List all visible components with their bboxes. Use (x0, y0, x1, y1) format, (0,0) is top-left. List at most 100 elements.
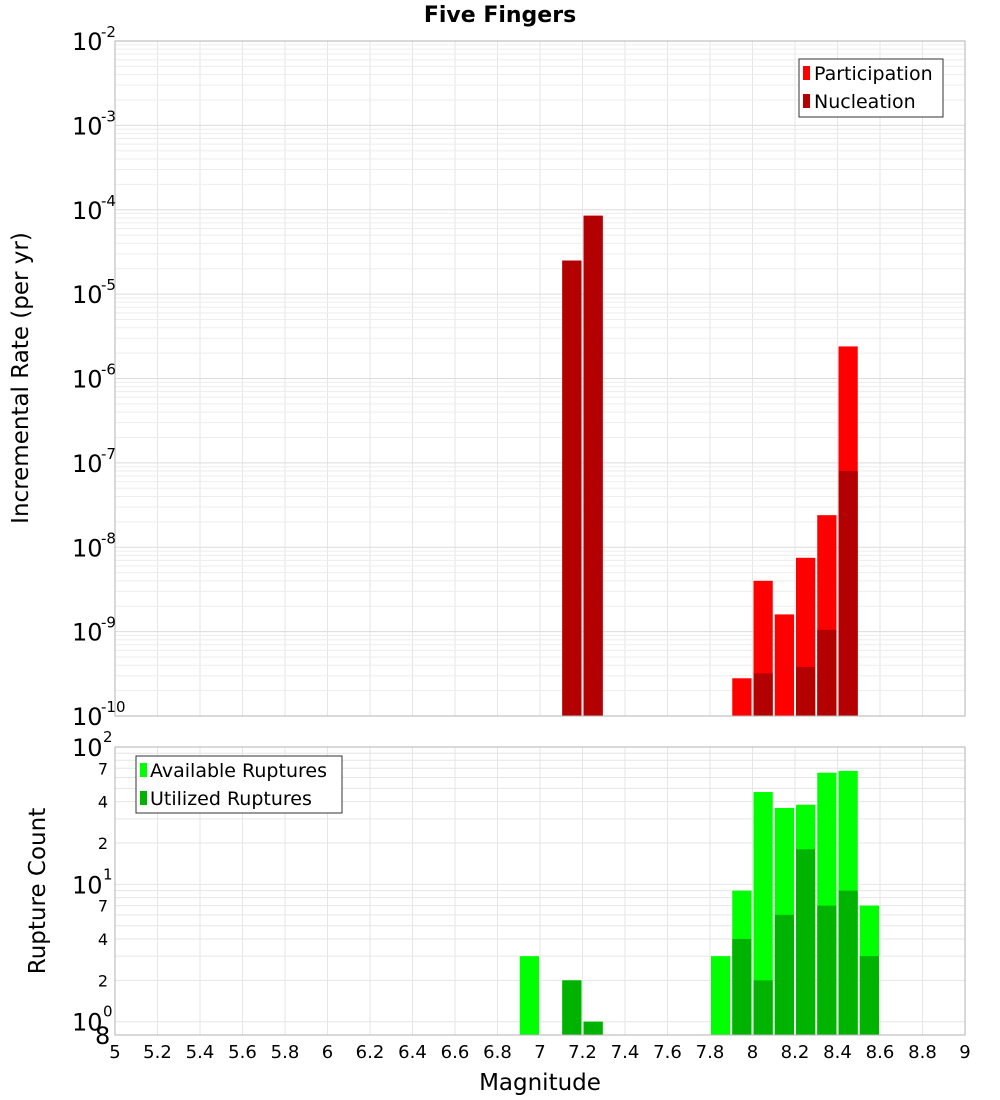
magnitude-x-tick-label: 8.8 (908, 1042, 937, 1063)
count-y-minor-tick-label: 4 (98, 793, 108, 812)
participation-bar (774, 614, 794, 716)
magnitude-x-tick-label: 5.4 (186, 1042, 215, 1063)
magnitude-x-tick-label: 9 (959, 1042, 970, 1063)
count-y-axis-label: Rupture Count (25, 808, 51, 974)
utilized-ruptures-bar (796, 849, 816, 1035)
rate-y-tick-base: 10 (72, 450, 103, 478)
rate-y-axis-label: Incremental Rate (per yr) (8, 232, 34, 524)
utilized-ruptures-legend-label: Utilized Ruptures (150, 788, 312, 810)
rate-y-tick-base: 10 (72, 112, 103, 140)
rate-y-tick-label: 10-9 (72, 614, 116, 647)
rate-y-tick-exponent: -7 (101, 445, 116, 463)
rate-y-tick-base: 10 (72, 28, 103, 56)
available-ruptures-bar (753, 792, 773, 1035)
rate-y-tick-label: 10-10 (72, 698, 126, 731)
rate-bars (562, 215, 858, 717)
magnitude-x-tick-label: 7.8 (696, 1042, 725, 1063)
rate-y-tick-base: 10 (72, 619, 103, 647)
count-y-tick-label: 10 0 (72, 1003, 113, 1037)
rate-y-tick-exponent: -10 (101, 698, 126, 716)
magnitude-x-tick-label: 7.6 (653, 1042, 682, 1063)
count-y-minor-tick-label: 2 (98, 971, 108, 990)
rate-y-tick-base: 10 (72, 197, 103, 225)
count-y-tick-base: 10 (72, 871, 103, 899)
nucleation-legend-swatch (803, 94, 810, 108)
rate-y-tick-exponent: -9 (101, 614, 116, 632)
utilized-ruptures-bar (859, 956, 879, 1035)
rate-y-tick-exponent: -6 (101, 361, 116, 379)
rate-y-tick-exponent: -4 (101, 192, 116, 210)
rate-plot-border (114, 40, 966, 717)
rate-y-tick-base: 10 (72, 703, 103, 731)
utilized-ruptures-bar (732, 939, 752, 1035)
count-y-tick-base: 10 (72, 734, 103, 762)
magnitude-x-tick-label: 8.6 (866, 1042, 895, 1063)
magnitude-x-tick-label: 6.2 (356, 1042, 385, 1063)
magnitude-x-tick-label: 6.8 (483, 1042, 512, 1063)
rate-y-tick-exponent: -8 (101, 529, 116, 547)
rate-gridlines (114, 41, 966, 717)
nucleation-bar (562, 260, 582, 716)
count-y-tick-exponent: 2 (103, 728, 113, 746)
rate-y-tick-label: 10-5 (72, 276, 116, 309)
magnitude-x-tick-label: 5.6 (228, 1042, 257, 1063)
available-ruptures-bar (711, 956, 731, 1035)
count-bars (519, 770, 879, 1035)
rate-legend-box (798, 58, 944, 118)
count-y-tick-base: 10 (72, 1009, 103, 1037)
utilized-ruptures-legend-swatch (140, 791, 147, 805)
magnitude-x-tick-label: 5.8 (271, 1042, 300, 1063)
rate-y-tick-label: 10-7 (72, 445, 116, 478)
rate-y-tick-base: 10 (72, 366, 103, 394)
utilized-ruptures-bar (838, 890, 858, 1035)
magnitude-x-tick-label: 6 (322, 1042, 333, 1063)
rate-y-tick-label: 10-2 (72, 23, 116, 56)
magnitude-x-tick-label: 8 (747, 1042, 758, 1063)
utilized-ruptures-bar (562, 980, 582, 1035)
participation-bar (732, 678, 752, 716)
count-legend-box (135, 755, 343, 814)
magnitude-x-tick-label: 5.2 (143, 1042, 172, 1063)
rate-y-tick-label: 10-4 (72, 192, 116, 225)
count-y-minor-tick-label: 2 (98, 834, 108, 853)
rate-y-tick-exponent: -2 (101, 23, 116, 41)
utilized-ruptures-bar (774, 914, 794, 1035)
nucleation-bar (753, 673, 773, 716)
nucleation-legend-label: Nucleation (814, 91, 916, 113)
utilized-ruptures-bar (583, 1021, 603, 1035)
magnitude-x-tick-label: 8.2 (781, 1042, 810, 1063)
rate-panel: 10-1010-910-810-710-610-510-410-310-2Par… (72, 23, 966, 731)
count-y-minor-tick-label: 7 (98, 897, 108, 916)
utilized-ruptures-bar (817, 905, 837, 1035)
magnitude-x-tick-label: 8.4 (823, 1042, 852, 1063)
rate-y-tick-base: 10 (72, 281, 103, 309)
available-ruptures-legend-label: Available Ruptures (150, 760, 327, 782)
nucleation-bar (796, 667, 816, 716)
magnitude-x-axis-label: Magnitude (479, 1070, 601, 1096)
count-legend: Available Ruptures Utilized Ruptures (135, 755, 343, 814)
nucleation-bar (817, 629, 837, 716)
rate-y-tick-label: 10-3 (72, 107, 116, 140)
available-ruptures-legend-swatch (140, 763, 147, 777)
participation-legend-label: Participation (814, 63, 933, 85)
magnitude-x-tick-label: 7.4 (611, 1042, 640, 1063)
magnitude-x-tick-label: 7 (534, 1042, 545, 1063)
rate-y-tick-label: 10-8 (72, 529, 116, 562)
rate-y-tick-exponent: -5 (101, 276, 116, 294)
count-y-tick-bottom-label: 8 (95, 1022, 110, 1050)
rate-legend: Participation Nucleation (798, 58, 944, 118)
count-y-tick-exponent: 0 (103, 1003, 113, 1021)
count-y-tick-label: 10 1 (72, 865, 113, 899)
rate-y-tick-exponent: -3 (101, 107, 116, 125)
nucleation-bar (583, 215, 603, 717)
count-y-minor-tick-label: 7 (98, 759, 108, 778)
available-ruptures-bar (519, 956, 539, 1035)
count-y-minor-tick-label: 4 (98, 930, 108, 949)
count-y-tick-label: 10 2 (72, 728, 113, 762)
rate-y-tick-base: 10 (72, 534, 103, 562)
magnitude-x-tick-label: 6.6 (441, 1042, 470, 1063)
magnitude-x-tick-label: 6.4 (398, 1042, 427, 1063)
count-plot-border (114, 746, 966, 1036)
count-y-tick-exponent: 1 (103, 865, 113, 883)
